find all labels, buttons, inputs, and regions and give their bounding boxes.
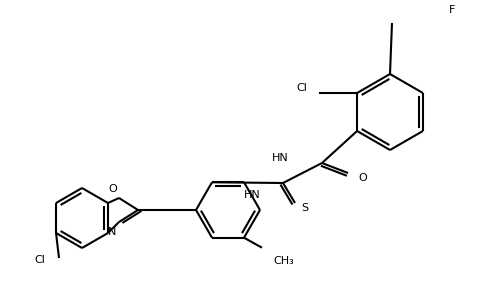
- Text: S: S: [301, 203, 309, 213]
- Text: Cl: Cl: [296, 83, 307, 93]
- Text: CH₃: CH₃: [273, 256, 294, 266]
- Text: N: N: [108, 227, 116, 237]
- Text: HN: HN: [272, 153, 288, 163]
- Text: O: O: [109, 184, 118, 194]
- Text: Cl: Cl: [34, 255, 45, 265]
- Text: F: F: [449, 5, 455, 15]
- Text: O: O: [358, 173, 367, 183]
- Text: HN: HN: [243, 190, 260, 200]
